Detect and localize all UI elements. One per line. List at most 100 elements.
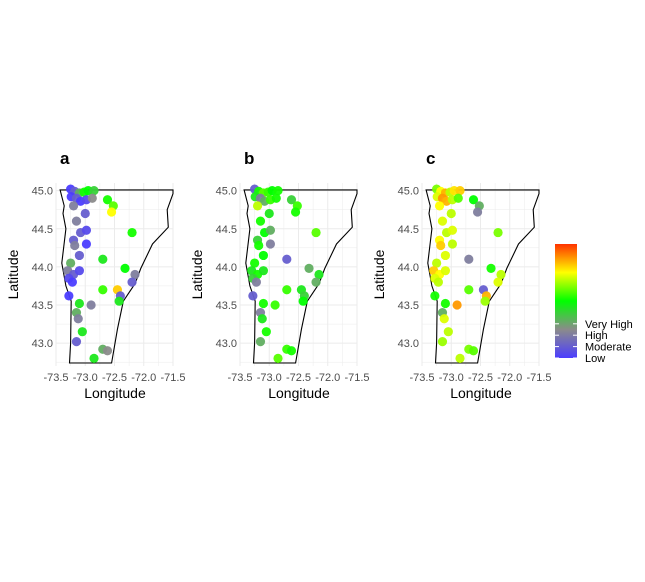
panel-b: b -73.5 -73.0 -72.5 -72.0 -71.5 43.0 43.5 44.0 44… [189,149,370,401]
data-point [298,296,308,306]
data-point [437,337,448,347]
data-point [440,266,450,276]
data-point [455,186,465,196]
state-outline [243,189,358,364]
data-point [81,239,92,249]
y-tick-label: 43.5 [216,300,237,312]
x-tick-label: -73.0 [439,372,464,384]
data-point [486,263,496,273]
data-point [74,266,84,276]
data-point [114,296,124,306]
data-point [120,263,130,273]
y-tick-label: 44.0 [32,262,53,274]
data-point [130,269,140,280]
data-point [106,207,117,217]
data-point [273,186,283,196]
y-tick-label: 44.0 [216,262,237,274]
x-tick-label: -71.5 [526,372,551,384]
data-point [251,277,261,287]
data-point [440,250,450,261]
data-point [453,193,463,203]
data-point [464,254,474,264]
colorbar-label: Very High [585,319,633,331]
y-tick-label: 45.0 [32,186,53,198]
data-point [64,291,74,301]
data-point [66,258,76,268]
x-tick-label: -72.0 [497,372,522,384]
data-points [429,184,506,363]
colorbar-label: Low [585,353,605,365]
data-point [248,291,258,301]
data-point [252,201,263,211]
data-point [304,263,314,273]
data-point [273,353,283,363]
y-tick-labels: 43.0 43.5 44.0 44.5 45.0 [216,186,237,351]
data-point [70,240,80,251]
x-tick-label: -72.0 [131,372,156,384]
x-tick-label: -73.5 [409,372,434,384]
y-tick-label: 44.5 [398,224,419,236]
x-axis-label: Longitude [84,385,146,401]
x-tick-label: -72.5 [286,372,311,384]
panel-c: c -73.5 -73.0 -72.5 -72.0 -71.5 43.0 43.5 44.0 44… [371,149,552,401]
y-tick-label: 45.0 [398,186,419,198]
data-point [98,254,108,264]
y-tick-label: 43.5 [32,300,53,312]
data-point [282,254,292,264]
x-tick-labels: -73.5 -73.0 -72.5 -72.0 -71.5 [43,372,185,384]
grid [239,183,358,366]
data-point [89,353,99,363]
data-point [452,300,462,310]
data-point [437,216,448,226]
data-point [446,208,456,219]
data-point [480,296,490,306]
data-point [250,258,260,268]
y-tick-label: 44.0 [398,262,419,274]
data-point [436,240,446,251]
data-point [433,277,443,287]
data-point [261,327,271,337]
data-point [87,193,97,203]
x-tick-label: -71.5 [160,372,185,384]
y-tick-label: 43.0 [32,338,53,350]
data-point [311,227,321,238]
panel-label: a [60,149,70,168]
data-point [311,277,321,287]
data-point [282,285,292,295]
data-point [430,291,440,301]
data-point [432,258,442,268]
x-tick-label: -73.0 [73,372,98,384]
data-point [264,208,274,219]
data-point [314,269,324,280]
x-tick-label: -72.5 [468,372,493,384]
colorbar-ticks [555,323,577,359]
data-point [102,195,113,205]
data-point [493,277,503,287]
data-point [257,314,267,324]
data-point [439,314,449,324]
data-point [440,298,450,309]
data-point [258,266,268,276]
x-tick-label: -73.5 [43,372,68,384]
data-point [447,239,458,249]
y-tick-labels: 43.0 43.5 44.0 44.5 45.0 [32,186,53,351]
data-point [71,337,82,347]
data-point [71,216,82,226]
data-point [271,193,281,203]
data-point [286,195,297,205]
x-tick-labels: -73.5 -73.0 -72.5 -72.0 -71.5 [409,372,551,384]
data-point [102,346,113,356]
data-point [86,300,96,310]
y-tick-label: 43.0 [216,338,237,350]
data-points [63,184,140,363]
data-point [265,225,276,235]
colorbar-label: High [585,330,608,342]
x-axis-label: Longitude [268,385,330,401]
data-point [468,195,479,205]
y-tick-label: 43.0 [398,338,419,350]
data-point [74,250,84,261]
data-point [255,216,266,226]
